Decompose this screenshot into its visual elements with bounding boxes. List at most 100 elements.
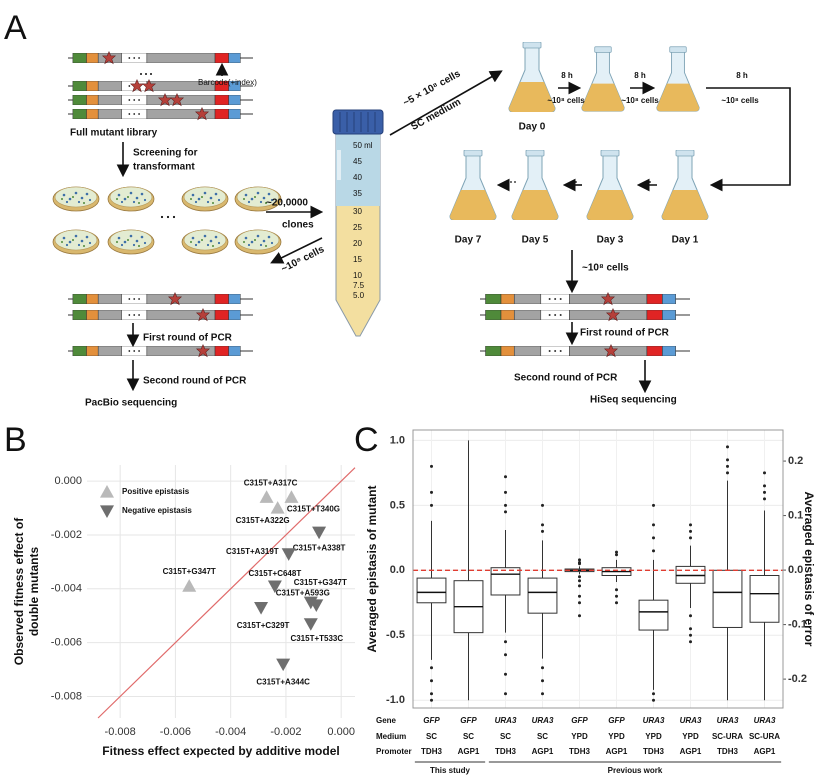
label: ~10⁸ cells bbox=[621, 96, 659, 105]
point-label: C315T+A338T bbox=[293, 543, 346, 552]
outlier bbox=[689, 536, 692, 540]
category-label: URA3 bbox=[680, 716, 702, 725]
row-label: Medium bbox=[376, 732, 406, 741]
outlier bbox=[504, 475, 507, 479]
category-label: AGP1 bbox=[532, 747, 554, 756]
scale-label: 10 bbox=[353, 271, 362, 280]
panel-label: A bbox=[4, 9, 27, 47]
outlier bbox=[578, 575, 581, 579]
outlier bbox=[652, 523, 655, 527]
category-label: YPD bbox=[608, 732, 625, 741]
x-tick-label: -0.006 bbox=[160, 726, 191, 738]
outlier bbox=[541, 529, 544, 533]
legend-marker bbox=[100, 505, 114, 518]
y2-tick-label: -0.2 bbox=[788, 673, 807, 685]
outlier bbox=[430, 503, 433, 507]
outlier bbox=[689, 614, 692, 618]
box bbox=[527, 577, 558, 614]
outlier bbox=[430, 698, 433, 702]
plots: -0.008 -0.006 -0.004 -0.002 0.000 -0.008 -0.00… bbox=[12, 429, 816, 775]
outlier bbox=[578, 614, 581, 618]
panel-label: B bbox=[4, 421, 27, 459]
y-axis-title: Averaged epistasis of mutant bbox=[365, 486, 379, 653]
tube-scale: 50 ml 45 40 35 30 25 20 15 10 7.5 5.0 bbox=[353, 141, 373, 300]
outlier bbox=[430, 464, 433, 468]
point bbox=[270, 501, 285, 514]
outlier bbox=[430, 666, 433, 670]
outlier bbox=[578, 558, 581, 562]
outlier bbox=[689, 523, 692, 527]
outlier bbox=[504, 510, 507, 514]
flask bbox=[581, 46, 625, 112]
box bbox=[416, 577, 447, 604]
y2-tick-label: -0.1 bbox=[788, 619, 807, 631]
scale-label: 5.0 bbox=[353, 291, 365, 300]
category-label: URA3 bbox=[643, 716, 665, 725]
construct bbox=[480, 310, 690, 320]
category-label: YPD bbox=[571, 732, 588, 741]
y-tick-label: 0.000 bbox=[54, 475, 82, 487]
outlier bbox=[578, 594, 581, 598]
y2-axis-title: Averaged epistasis of error bbox=[802, 492, 816, 647]
point-label: C315T+C329T bbox=[237, 621, 290, 630]
y2-tick-label: 0.0 bbox=[788, 564, 803, 576]
category-label: SC bbox=[500, 732, 511, 741]
category-label: GFP bbox=[571, 716, 588, 725]
category-label: SC bbox=[537, 732, 548, 741]
outlier bbox=[615, 601, 618, 605]
outlier bbox=[541, 692, 544, 696]
scale-label: 20 bbox=[353, 239, 362, 248]
x-tick-label: -0.004 bbox=[215, 726, 246, 738]
label: First round of PCR bbox=[580, 328, 670, 339]
scale-label: 35 bbox=[353, 189, 362, 198]
label: transformant bbox=[133, 162, 195, 173]
y-tick-label: -0.006 bbox=[51, 637, 82, 649]
x-tick-label: -0.008 bbox=[105, 726, 136, 738]
x-tick-label: 0.000 bbox=[327, 726, 355, 738]
day-label: Day 0 bbox=[519, 122, 546, 133]
petri-dish bbox=[181, 229, 229, 255]
label: Second round of PCR bbox=[143, 376, 247, 387]
scale-label: 30 bbox=[353, 207, 362, 216]
petri-dish bbox=[52, 229, 100, 255]
outlier bbox=[578, 579, 581, 583]
category-label: SC-URA bbox=[712, 732, 743, 741]
category-label: YPD bbox=[645, 732, 662, 741]
y-tick-label: -0.004 bbox=[51, 583, 82, 595]
label: clones bbox=[282, 220, 314, 231]
category-label: AGP1 bbox=[606, 747, 628, 756]
outlier bbox=[726, 458, 729, 462]
outlier bbox=[578, 601, 581, 605]
point bbox=[303, 596, 318, 610]
row-label: Gene bbox=[376, 716, 397, 725]
scale-label: 40 bbox=[353, 173, 362, 182]
outlier bbox=[541, 666, 544, 670]
outlier bbox=[615, 553, 618, 557]
label: 8 h bbox=[634, 71, 646, 80]
category-label: GFP bbox=[423, 716, 440, 725]
category-label: TDH3 bbox=[421, 747, 442, 756]
point-label: C315T+A322G bbox=[236, 516, 290, 525]
category-label: URA3 bbox=[532, 716, 554, 725]
y-tick-label: -0.5 bbox=[386, 629, 405, 641]
construct bbox=[68, 95, 253, 105]
scale-label: 45 bbox=[353, 157, 362, 166]
point bbox=[303, 618, 318, 631]
arrow bbox=[270, 237, 323, 264]
outlier bbox=[652, 692, 655, 696]
arrow bbox=[389, 70, 503, 136]
outlier bbox=[689, 627, 692, 631]
point-label: C315T+C648T bbox=[249, 569, 302, 578]
category-label: URA3 bbox=[717, 716, 739, 725]
category-label: SC-URA bbox=[749, 732, 780, 741]
point bbox=[276, 658, 291, 672]
y-tick-label: -0.002 bbox=[51, 529, 82, 541]
label: ~10⁸ cells bbox=[547, 96, 585, 105]
category-label: AGP1 bbox=[458, 747, 480, 756]
outlier bbox=[615, 588, 618, 592]
plot-area bbox=[413, 430, 783, 708]
y-tick-label: 1.0 bbox=[390, 434, 405, 446]
category-label: TDH3 bbox=[717, 747, 738, 756]
outlier bbox=[430, 679, 433, 683]
